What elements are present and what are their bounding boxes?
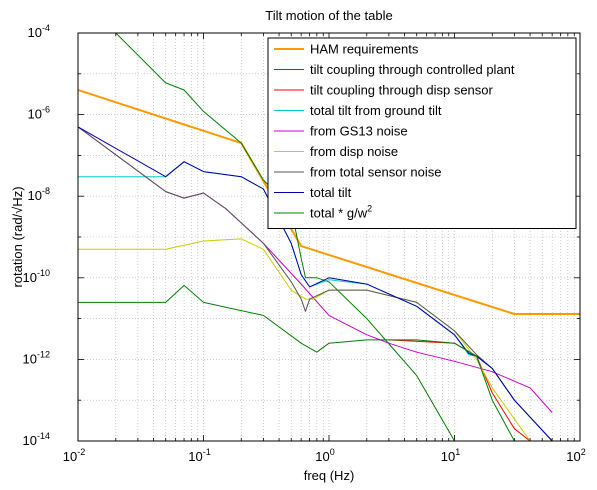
series-line-8	[78, 126, 553, 441]
x-tick-label: 10-1	[188, 447, 210, 464]
x-tick-label: 101	[441, 447, 460, 464]
y-tick-label: 10-8	[28, 186, 50, 203]
series-line-1	[78, 89, 580, 315]
chart-title: Tilt motion of the table	[265, 8, 392, 23]
grid-lines	[78, 33, 580, 441]
series-line-2	[115, 33, 455, 441]
legend-label: total tilt	[310, 185, 352, 200]
y-tick-label: 10-4	[28, 23, 50, 40]
y-tick-label: 10-6	[28, 105, 50, 122]
legend: HAM requirements tilt coupling through co…	[267, 37, 577, 229]
y-tick-label: 10-14	[23, 431, 50, 448]
legend-label: HAM requirements	[310, 42, 419, 57]
y-tick-label: 10-12	[23, 349, 50, 366]
legend-label: tilt coupling through controlled plant	[310, 62, 515, 77]
legend-box	[267, 37, 577, 229]
x-tick-label: 10-2	[63, 447, 85, 464]
series-line-7	[78, 126, 553, 441]
series-line-3	[388, 339, 531, 441]
legend-label: from disp noise	[310, 144, 398, 159]
y-axis-label: rotation (rad/√Hz)	[10, 186, 25, 287]
y-tick-label: 10-10	[23, 268, 50, 285]
legend-label: total tilt from ground tilt	[310, 103, 442, 118]
plot-curves	[78, 33, 580, 441]
tick-labels: 10-2 10-1 100 101 102 10-14 10-12 10-10 10-8 10-6…	[23, 23, 586, 464]
series-line-9	[78, 284, 561, 441]
x-tick-label: 102	[566, 447, 585, 464]
x-axis-label: freq (Hz)	[304, 468, 355, 483]
legend-label: total * g/w2	[310, 204, 372, 221]
series-line-6	[78, 238, 531, 441]
legend-label: tilt coupling through disp sensor	[310, 83, 494, 98]
x-tick-label: 100	[315, 447, 334, 464]
legend-label: from total sensor noise	[310, 165, 442, 180]
legend-label: from GS13 noise	[310, 124, 408, 139]
